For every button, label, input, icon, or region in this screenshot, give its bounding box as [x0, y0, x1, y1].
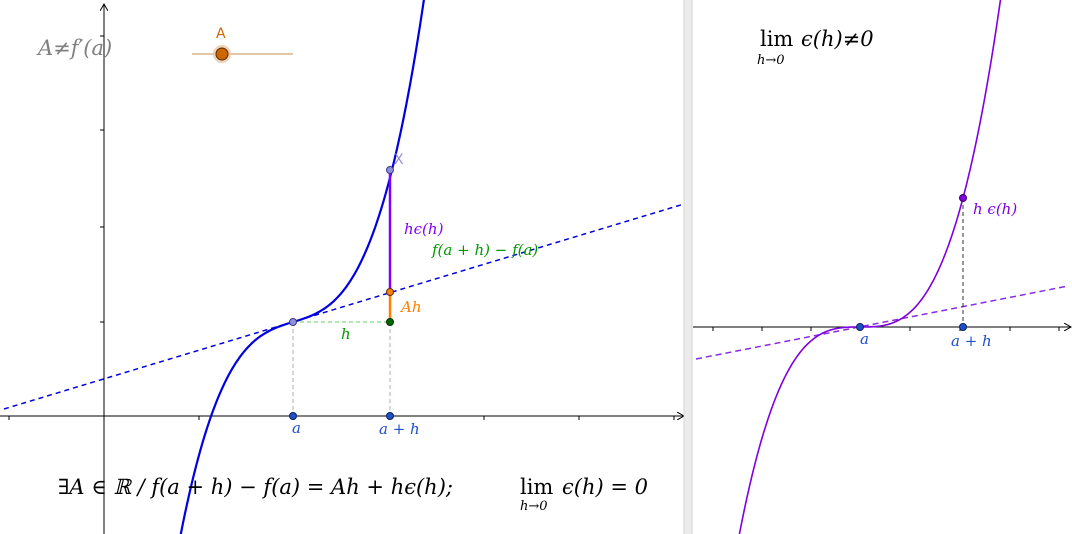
right-point-ah[interactable]: [959, 323, 967, 331]
left-x-ticks: [8, 416, 675, 420]
left-curve: [179, 0, 425, 534]
a-plus-h-label-left: a + h: [379, 420, 420, 438]
right-lim: lim: [760, 27, 793, 51]
right-point-h-epsilon: [959, 194, 967, 202]
point-ah-axis[interactable]: [386, 412, 394, 420]
formula-lim: lim: [520, 475, 553, 499]
difference-label: f(a + h) − f(a): [431, 241, 538, 259]
h-epsilon-label: hϵ(h): [404, 220, 444, 238]
ah-label: Ah: [399, 298, 422, 316]
right-tangent-line: [695, 285, 1069, 360]
right-lim-sub: h→0: [757, 53, 785, 68]
h-label: h: [341, 325, 351, 343]
left-panel: A≠f′(a) A X hϵ(h) f(a + h) − f(a) Ah h a…: [0, 0, 684, 534]
definition-formula: ∃A ∈ ℝ / f(a + h) − f(a) = Ah + hϵ(h); l…: [58, 475, 648, 514]
formula-lim-sub: h→0: [520, 499, 548, 514]
point-x[interactable]: [386, 166, 394, 174]
right-x-ticks: [712, 327, 1060, 331]
right-panel: lim h→0 ϵ(h)≠0 h ϵ(h) a a + h: [693, 0, 1071, 534]
a-label-left: a: [292, 419, 301, 437]
right-h-epsilon-label: h ϵ(h): [973, 200, 1017, 218]
a-label-right: a: [860, 330, 869, 348]
point-a-axis[interactable]: [289, 412, 297, 420]
point-fa: [289, 318, 297, 326]
a-plus-h-label-right: a + h: [951, 332, 992, 350]
formula-lim-tail: ϵ(h) = 0: [562, 475, 648, 499]
right-point-a[interactable]: [856, 323, 864, 331]
left-tangent-line: [3, 203, 685, 410]
right-lim-tail: ϵ(h)≠0: [801, 27, 874, 51]
slider-label: A: [216, 26, 226, 42]
point-x-label: X: [394, 152, 404, 168]
slider-handle[interactable]: [215, 47, 229, 61]
right-curve: [738, 0, 1002, 534]
panel-divider: [684, 0, 692, 534]
formula-main: ∃A ∈ ℝ / f(a + h) − f(a) = Ah + hϵ(h);: [58, 475, 453, 499]
slider-a[interactable]: A: [192, 26, 293, 63]
point-tangent-at-ah: [386, 288, 394, 296]
point-h-corner: [386, 318, 394, 326]
left-title: A≠f′(a): [36, 36, 112, 60]
left-y-ticks: [100, 35, 104, 323]
